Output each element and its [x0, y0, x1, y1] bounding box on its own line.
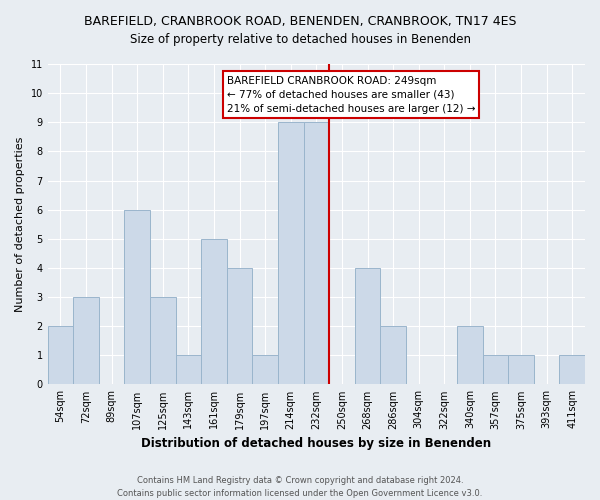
Bar — [176, 356, 201, 384]
Text: BAREFIELD, CRANBROOK ROAD, BENENDEN, CRANBROOK, TN17 4ES: BAREFIELD, CRANBROOK ROAD, BENENDEN, CRA… — [84, 15, 516, 28]
Bar — [253, 356, 278, 384]
Bar — [482, 356, 508, 384]
Bar — [457, 326, 482, 384]
Bar — [124, 210, 150, 384]
Bar — [278, 122, 304, 384]
Bar — [508, 356, 534, 384]
Bar — [355, 268, 380, 384]
Bar — [201, 239, 227, 384]
Text: Size of property relative to detached houses in Benenden: Size of property relative to detached ho… — [130, 32, 470, 46]
Bar — [47, 326, 73, 384]
Bar — [380, 326, 406, 384]
Bar — [559, 356, 585, 384]
Bar — [304, 122, 329, 384]
Bar — [150, 297, 176, 384]
Text: Contains HM Land Registry data © Crown copyright and database right 2024.
Contai: Contains HM Land Registry data © Crown c… — [118, 476, 482, 498]
X-axis label: Distribution of detached houses by size in Benenden: Distribution of detached houses by size … — [141, 437, 491, 450]
Bar — [227, 268, 253, 384]
Y-axis label: Number of detached properties: Number of detached properties — [15, 136, 25, 312]
Bar — [73, 297, 99, 384]
Text: BAREFIELD CRANBROOK ROAD: 249sqm
← 77% of detached houses are smaller (43)
21% o: BAREFIELD CRANBROOK ROAD: 249sqm ← 77% o… — [227, 76, 475, 114]
